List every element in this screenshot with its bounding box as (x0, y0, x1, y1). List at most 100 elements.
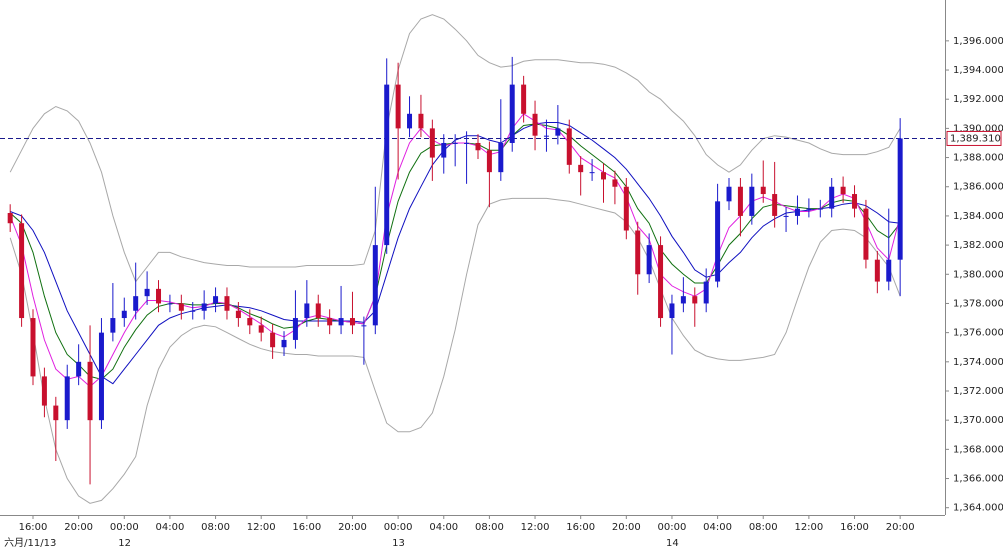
candle-body (429, 128, 435, 158)
candle-body (589, 172, 595, 174)
x-tick-label: 16:00 (19, 522, 48, 533)
y-tick-label: 1,382.000 (953, 240, 1003, 251)
candle-body (327, 318, 333, 326)
candle-body (190, 310, 196, 312)
y-tick-label: 1,384.000 (953, 211, 1003, 222)
x-tick-label: 04:00 (703, 522, 732, 533)
y-tick-label: 1,366.000 (953, 474, 1003, 485)
candle-body (680, 296, 686, 304)
candle-body (7, 213, 13, 224)
overlay-line (9, 14, 901, 283)
candle-body (235, 310, 241, 319)
candle-body (133, 296, 139, 311)
candle-body (270, 332, 276, 348)
y-tick-label: 1,380.000 (953, 269, 1003, 280)
candle-body (395, 84, 401, 129)
candle-body (30, 318, 36, 377)
candle-body (338, 318, 344, 326)
candle-body (874, 259, 880, 282)
x-tick-label: 16:00 (840, 522, 869, 533)
candle-body (292, 318, 298, 340)
y-tick-label: 1,372.000 (953, 386, 1003, 397)
candle-body (726, 186, 732, 202)
candle-body (76, 361, 82, 377)
x-tick-label: 20:00 (886, 522, 915, 533)
candle-body (521, 84, 527, 114)
candle-body (566, 128, 572, 165)
price-label-box (946, 130, 1002, 146)
candle-body (703, 281, 709, 304)
candle-body (669, 303, 675, 319)
candle-body (178, 303, 184, 311)
candle-body (349, 318, 355, 326)
y-tick-label: 1,374.000 (953, 357, 1003, 368)
candle-body (555, 128, 561, 136)
candle-body (635, 230, 641, 275)
candle-body (601, 172, 606, 180)
candle-body (863, 208, 869, 260)
candle-body (110, 318, 116, 333)
candle-body (452, 142, 458, 144)
candle-body (19, 223, 25, 319)
y-tick-label: 1,364.000 (953, 503, 1003, 514)
candle-body (167, 303, 173, 305)
price-label: 1,389.310 (950, 133, 1001, 144)
candle-body (213, 296, 219, 304)
candle-body (53, 405, 59, 421)
x-tick-label: 16:00 (566, 522, 595, 533)
x-tick-label: 20:00 (612, 522, 641, 533)
x-tick-label: 20:00 (64, 522, 93, 533)
date-label: 13 (392, 538, 405, 549)
candle-body (612, 179, 618, 187)
overlay-line (9, 197, 901, 504)
y-tick-label: 1,376.000 (953, 328, 1003, 339)
candle-body (361, 325, 367, 327)
candle-body (623, 186, 629, 231)
candle-body (201, 303, 207, 311)
x-tick-label: 16:00 (292, 522, 321, 533)
candle-body (418, 113, 424, 129)
candle-body (384, 84, 390, 246)
candle-body (783, 215, 789, 217)
x-tick-label: 20:00 (338, 522, 367, 533)
y-tick-label: 1,378.000 (953, 298, 1003, 309)
candle-body (41, 376, 47, 406)
candle-body (578, 164, 584, 173)
candle-body (247, 318, 253, 326)
y-tick-label: 1,392.000 (953, 94, 1003, 105)
date-label: 12 (118, 538, 131, 549)
candle-body (760, 186, 766, 195)
plot-area (0, 0, 945, 515)
candle-body (737, 186, 743, 216)
candle-body (64, 376, 70, 421)
y-tick-label: 1,368.000 (953, 444, 1003, 455)
candle-body (121, 310, 127, 319)
x-tick-label: 00:00 (384, 522, 413, 533)
candle-body (144, 288, 150, 297)
candle-body (886, 259, 892, 282)
candle-body (772, 194, 778, 216)
y-tick-label: 1,388.000 (953, 153, 1003, 164)
candle-body (715, 201, 721, 282)
candle-body (98, 332, 104, 421)
candle-body (407, 113, 413, 129)
candle-body (532, 113, 538, 136)
x-tick-label: 12:00 (247, 522, 276, 533)
candle-body (258, 325, 264, 333)
candle-body (749, 186, 755, 216)
candle-body (840, 186, 846, 195)
plot (0, 14, 945, 504)
candle-body (315, 303, 321, 319)
candle-body (817, 208, 823, 210)
candle-body (794, 208, 800, 216)
candle-body (897, 138, 903, 260)
date-label: 六月/11/13 (4, 537, 56, 549)
x-tick-label: 00:00 (110, 522, 139, 533)
x-tick-label: 08:00 (201, 522, 230, 533)
candle-body (464, 142, 470, 144)
candle-body (475, 142, 481, 151)
x-tick-label: 04:00 (429, 522, 458, 533)
candle-body (509, 84, 515, 143)
x-tick-label: 00:00 (658, 522, 687, 533)
